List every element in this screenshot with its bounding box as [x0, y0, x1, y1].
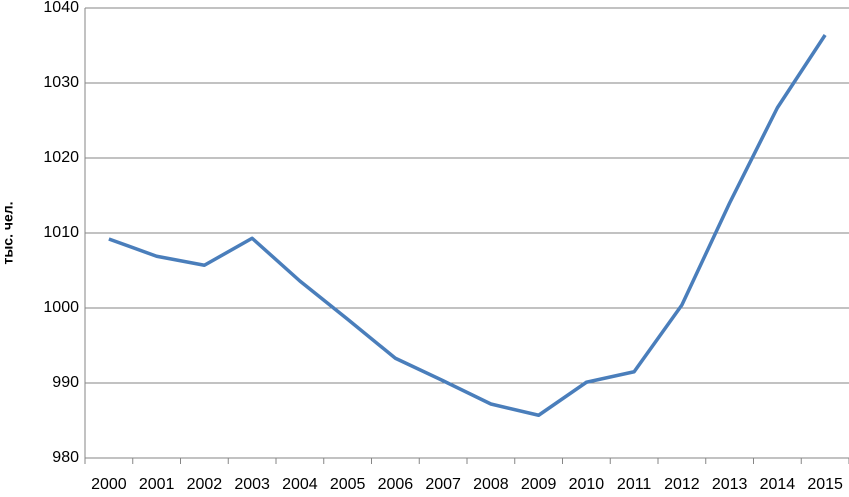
x-tick-label: 2015 [807, 476, 843, 492]
x-tick-label: 2012 [664, 476, 700, 492]
x-tick-label: 2008 [473, 476, 509, 492]
line [108, 34, 827, 417]
x-tick-label: 2014 [760, 476, 796, 492]
x-tick-label: 2001 [139, 476, 175, 492]
x-tick-label: 2010 [569, 476, 605, 492]
y-tick-label: 1010 [43, 224, 79, 241]
x-tick-label: 2013 [712, 476, 748, 492]
x-tick-label: 2006 [378, 476, 414, 492]
x-tick-label: 2004 [282, 476, 318, 492]
y-axis-label: тыс. чел. [0, 201, 16, 264]
x-tick-label: 2007 [425, 476, 461, 492]
y-tick-label: 1020 [43, 149, 79, 166]
y-tick-label: 980 [52, 449, 79, 466]
x-tick-label: 2000 [91, 476, 127, 492]
x-tick-label: 2009 [521, 476, 557, 492]
x-tick-label: 2011 [617, 476, 652, 492]
y-tick-label: 1000 [43, 299, 79, 316]
x-tick-label: 2003 [234, 476, 270, 492]
x-tick-label: 2005 [330, 476, 366, 492]
x-tick-label: 2002 [187, 476, 223, 492]
y-tick-label: 1040 [43, 0, 79, 16]
y-tick-label: 1030 [43, 74, 79, 91]
y-tick-label: 990 [52, 374, 79, 391]
